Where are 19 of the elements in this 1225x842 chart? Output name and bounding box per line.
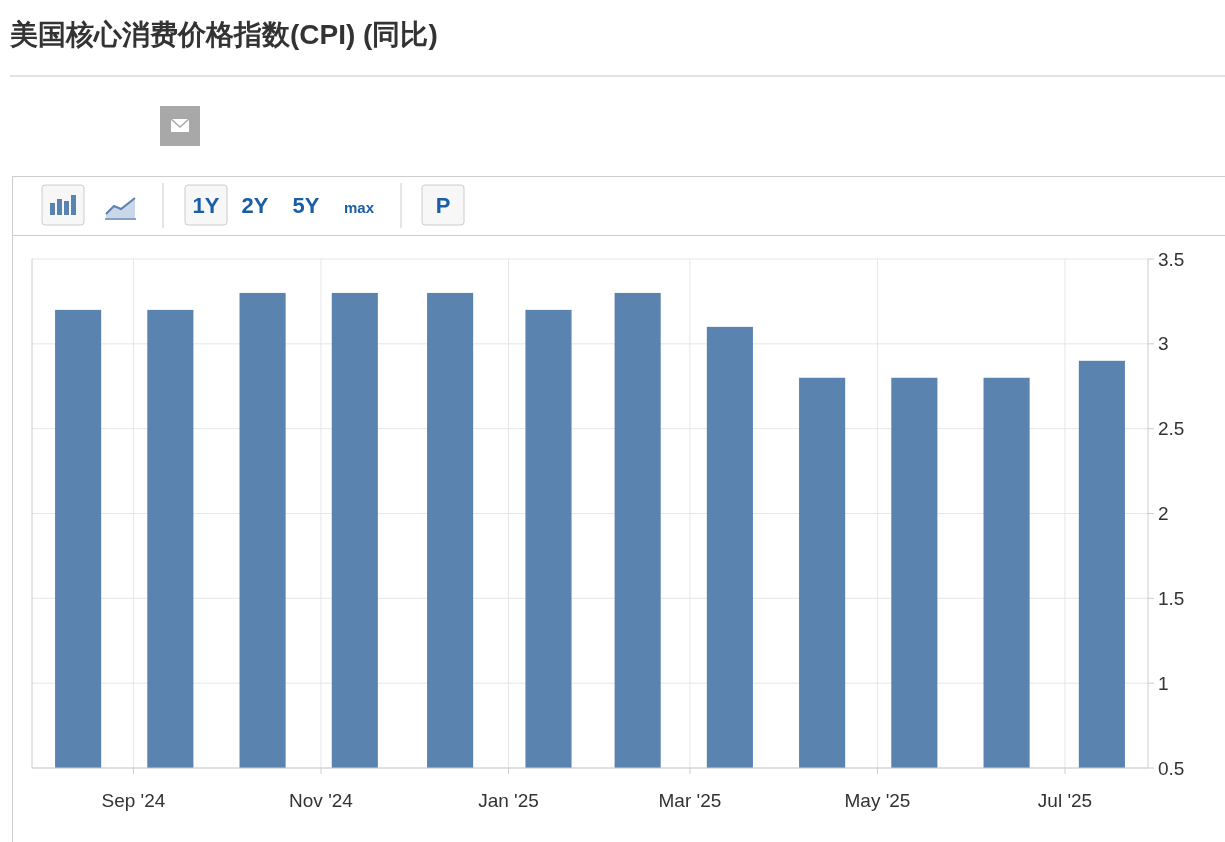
x-tick-label: Sep '24	[101, 790, 166, 811]
text: P	[435, 193, 451, 218]
text: 2Y	[241, 193, 269, 218]
x-tick-label: Nov '24	[289, 790, 354, 811]
y-tick-label: 2.5	[1158, 418, 1185, 440]
x-tick-label: Jul '25	[1037, 790, 1093, 811]
x-tick-label: Jan '25	[478, 790, 539, 811]
chart-title: 美国核心消费价格指数(CPI) (同比)	[9, 19, 438, 50]
y-tick-label: 0.5	[1158, 757, 1185, 779]
text: max	[343, 199, 375, 216]
y-tick-label: 1	[1158, 672, 1169, 694]
text: 1Y	[192, 193, 220, 218]
y-tick-label: 3	[1158, 333, 1169, 355]
x-tick-label: May '25	[844, 790, 911, 811]
y-tick-label: 2	[1158, 503, 1169, 525]
text: 5Y	[292, 193, 320, 218]
x-tick-label: Mar '25	[658, 790, 722, 811]
y-tick-label: 1.5	[1158, 587, 1185, 609]
y-tick-label: 3.5	[1158, 248, 1185, 270]
